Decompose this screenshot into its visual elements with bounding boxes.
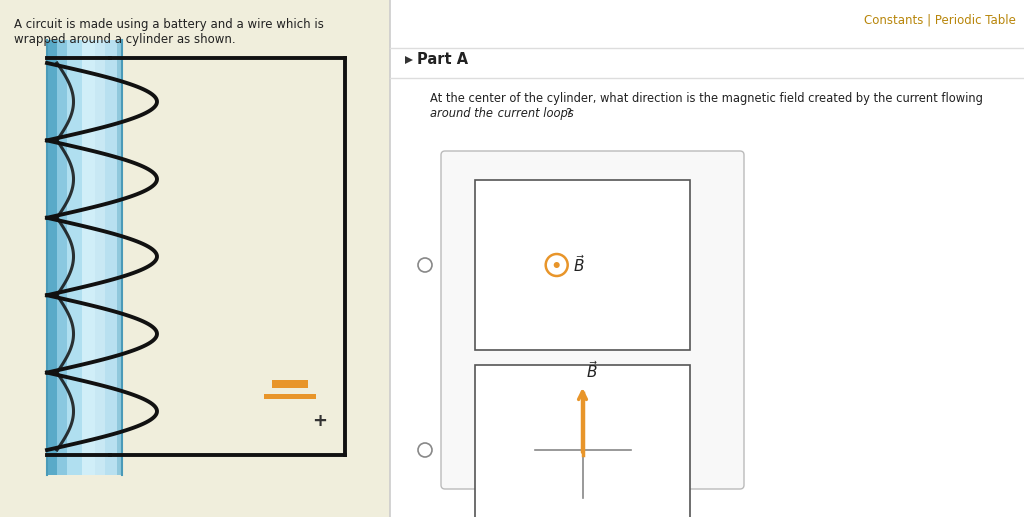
Bar bbox=[47, 40, 57, 475]
Text: around the: around the bbox=[430, 107, 493, 120]
Circle shape bbox=[554, 262, 560, 268]
Text: current loops: current loops bbox=[494, 107, 573, 120]
Bar bbox=[264, 394, 316, 399]
Text: At the center of the cylinder, what direction is the magnetic field created by t: At the center of the cylinder, what dire… bbox=[430, 92, 983, 105]
Text: +: + bbox=[312, 412, 327, 430]
Bar bbox=[475, 365, 690, 517]
Text: Part A: Part A bbox=[417, 52, 468, 67]
Text: ?: ? bbox=[565, 107, 571, 120]
Bar bbox=[117, 40, 122, 475]
Bar bbox=[272, 380, 308, 388]
FancyBboxPatch shape bbox=[441, 151, 744, 489]
Bar bbox=[475, 180, 690, 350]
Bar bbox=[95, 40, 105, 475]
Text: $\vec{B}$: $\vec{B}$ bbox=[587, 360, 599, 381]
Text: $\vec{B}$: $\vec{B}$ bbox=[572, 254, 585, 276]
Text: Constants | Periodic Table: Constants | Periodic Table bbox=[864, 14, 1016, 27]
Bar bbox=[67, 40, 82, 475]
Polygon shape bbox=[406, 56, 413, 64]
Text: A circuit is made using a battery and a wire which is: A circuit is made using a battery and a … bbox=[14, 18, 324, 31]
Bar bbox=[0, 0, 390, 517]
Bar bbox=[82, 40, 95, 475]
Bar bbox=[105, 40, 117, 475]
Bar bbox=[57, 40, 67, 475]
Text: wrapped around a cylinder as shown.: wrapped around a cylinder as shown. bbox=[14, 33, 236, 46]
